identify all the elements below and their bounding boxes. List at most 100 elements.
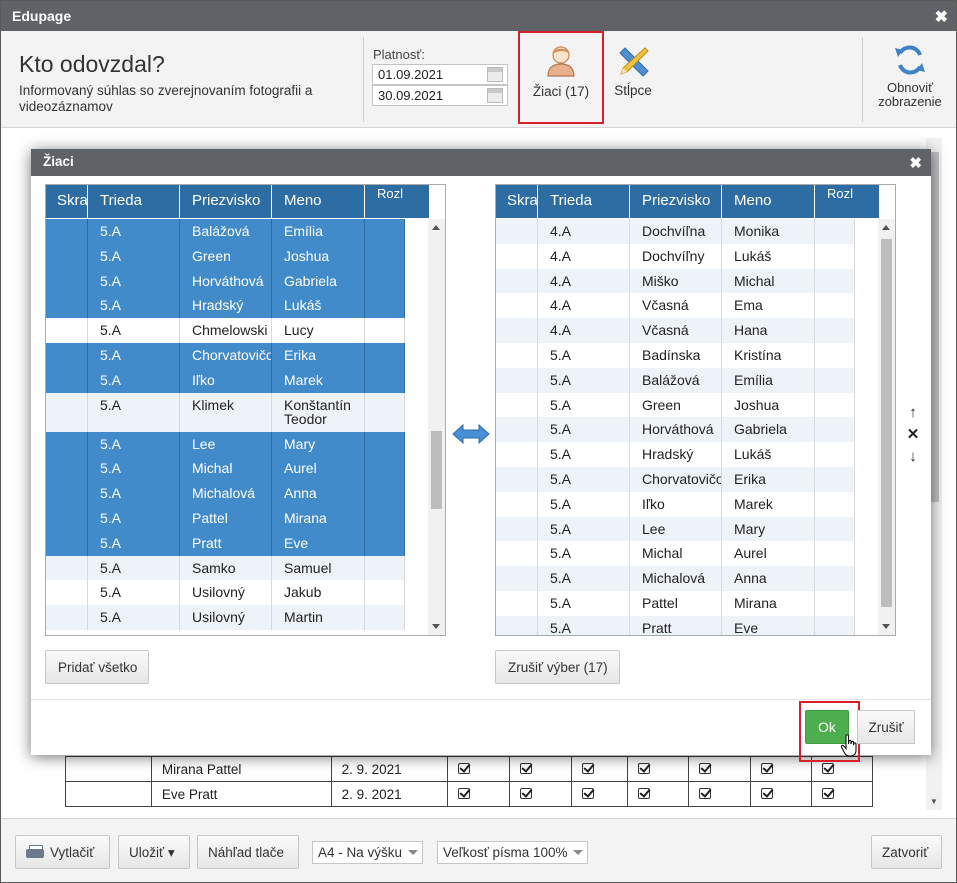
first-name-cell: Monika <box>722 219 815 244</box>
student-row[interactable]: 5.A Badínska Kristína <box>496 342 855 368</box>
student-row[interactable]: 4.A Včasná Ema <box>496 293 855 319</box>
column-header-display-name[interactable]: Rozl meno <box>827 186 855 201</box>
student-row[interactable]: 5.AChorvatovičováErika <box>496 466 855 492</box>
remove-icon[interactable]: ✕ <box>906 426 920 443</box>
display-name-cell <box>815 219 855 244</box>
student-row[interactable]: 5.A Chmelowski Lucy <box>46 318 405 343</box>
report-toolbar: Kto odovzdal? Informovaný súhlas so zver… <box>1 31 956 128</box>
student-row[interactable]: 5.AChorvatovičováErika <box>46 342 405 368</box>
student-row[interactable]: 5.A Usilovný Martin <box>46 605 405 630</box>
toolbar-divider <box>862 37 863 122</box>
scroll-down-icon[interactable] <box>882 624 890 629</box>
short-cell <box>46 268 88 294</box>
scroll-down-icon[interactable]: ▼ <box>930 797 938 806</box>
refresh-button[interactable]: Obnoviť zobrazenie <box>869 43 951 113</box>
short-cell <box>46 318 88 343</box>
surname-cell: Green <box>180 243 272 269</box>
ok-button[interactable]: Ok <box>805 710 849 744</box>
surname-cell: Lee <box>630 516 722 542</box>
column-header-name[interactable]: Meno <box>722 185 815 218</box>
student-row[interactable]: 5.A Pattel Mirana <box>46 505 405 531</box>
short-cell <box>46 481 88 506</box>
student-row[interactable]: 5.A Pattel Mirana <box>496 590 855 616</box>
scrollbar-thumb[interactable] <box>929 152 939 502</box>
swap-arrows-icon[interactable] <box>452 423 490 445</box>
window-titlebar: Edupage ✖ <box>1 1 956 31</box>
student-row[interactable]: 5.A Balážová Emília <box>46 219 405 244</box>
scroll-up-icon[interactable] <box>882 225 890 230</box>
class-cell: 5.A <box>88 367 180 393</box>
print-button[interactable]: Vytlačiť <box>15 835 110 869</box>
student-row[interactable]: 5.A Pratt Eve <box>496 615 855 635</box>
student-row[interactable]: 4.A Miško Michal <box>496 268 855 294</box>
student-row[interactable]: 4.A Včasná Hana <box>496 318 855 343</box>
close-button[interactable]: Zatvoriť <box>871 835 942 869</box>
clear-selection-button[interactable]: Zrušiť výber (17) <box>495 650 620 684</box>
calendar-icon[interactable] <box>487 67 503 82</box>
grid-scrollbar[interactable] <box>878 219 895 635</box>
printer-icon <box>26 845 44 859</box>
scrollbar-thumb[interactable] <box>881 239 892 607</box>
column-header-surname[interactable]: Priezvisko <box>180 185 272 218</box>
student-row[interactable]: 5.A Lee Mary <box>46 431 405 457</box>
grid-scrollbar[interactable] <box>428 219 445 635</box>
scrollbar-thumb[interactable] <box>431 431 442 509</box>
student-row[interactable]: 5.A Michal Aurel <box>46 456 405 482</box>
column-header-short[interactable]: Skra <box>46 185 88 218</box>
first-name-cell: Erika <box>722 466 815 492</box>
surname-cell: Včasná <box>630 318 722 343</box>
student-row[interactable]: 5.A Iľko Marek <box>46 367 405 393</box>
dialog-close-icon[interactable]: ✖ <box>909 155 922 172</box>
short-cell <box>496 566 538 591</box>
move-up-icon[interactable]: ↑ <box>909 404 917 421</box>
students-button[interactable]: Žiaci (17) <box>518 31 604 124</box>
report-table: Mirana Pattel 2. 9. 2021 Eve Pratt 2. 9.… <box>65 756 874 807</box>
checkbox-icon <box>821 787 834 799</box>
date-from-field[interactable]: 01.09.2021 <box>372 64 508 85</box>
add-all-button[interactable]: Pridať všetko <box>45 650 149 684</box>
save-button[interactable]: Uložiť ▾ <box>118 835 190 869</box>
window-close-icon[interactable]: ✖ <box>934 9 948 26</box>
student-row[interactable]: 5.A Iľko Marek <box>496 491 855 517</box>
student-row[interactable]: 4.A Dochvíľny Lukáš <box>496 243 855 269</box>
student-row[interactable]: 5.A Samko Samuel <box>46 555 405 581</box>
student-row[interactable]: 5.A Green Joshua <box>46 243 405 269</box>
calendar-icon[interactable] <box>487 88 503 103</box>
student-row[interactable]: 5.A Green Joshua <box>496 392 855 418</box>
column-header-name[interactable]: Meno <box>272 185 365 218</box>
font-size-select[interactable]: Veľkosť písma 100% <box>437 841 588 864</box>
grid-body: 4.A Dochvíľna Monika 4.A Dochvíľny Lukáš 4.A Mi… <box>496 219 855 635</box>
student-row[interactable]: 5.A Horváthová Gabriela <box>496 417 855 443</box>
student-row[interactable]: 5.A Michalová Anna <box>496 566 855 591</box>
student-row[interactable]: 5.A Balážová Emília <box>496 367 855 393</box>
short-cell <box>46 367 88 393</box>
surname-cell: Michalová <box>180 481 272 506</box>
student-row[interactable]: 5.A Hradský Lukáš <box>496 442 855 467</box>
column-header-surname[interactable]: Priezvisko <box>630 185 722 218</box>
scroll-up-icon[interactable] <box>432 225 440 230</box>
class-cell: 5.A <box>88 268 180 294</box>
student-row[interactable]: 5.A Horváthová Gabriela <box>46 268 405 294</box>
student-row[interactable]: 5.A Michalová Anna <box>46 481 405 506</box>
cancel-button[interactable]: Zrušiť <box>857 710 915 744</box>
move-down-icon[interactable]: ↓ <box>909 448 917 465</box>
column-header-class[interactable]: Trieda <box>88 185 180 218</box>
student-row[interactable]: 5.A Usilovný Jakub <box>46 580 405 606</box>
student-row[interactable]: 5.A Klimek Konštantín Teodor <box>46 392 405 432</box>
columns-button[interactable]: Stĺpce <box>609 43 657 113</box>
student-row[interactable]: 5.A Hradský Lukáš <box>46 293 405 319</box>
date-to-field[interactable]: 30.09.2021 <box>372 85 508 106</box>
student-row[interactable]: 5.A Lee Mary <box>496 516 855 542</box>
first-name-cell: Samuel <box>272 555 365 581</box>
scroll-down-icon[interactable] <box>432 624 440 629</box>
student-row[interactable]: 5.A Pratt Eve <box>46 530 405 556</box>
print-preview-button[interactable]: Náhľad tlače <box>197 835 299 869</box>
display-name-cell <box>365 293 405 319</box>
page-format-select[interactable]: A4 - Na výšku <box>312 841 423 864</box>
column-header-class[interactable]: Trieda <box>538 185 630 218</box>
display-name-cell <box>815 367 855 393</box>
student-row[interactable]: 4.A Dochvíľna Monika <box>496 219 855 244</box>
column-header-short[interactable]: Skra <box>496 185 538 218</box>
student-row[interactable]: 5.A Michal Aurel <box>496 541 855 567</box>
column-header-display-name[interactable]: Rozl meno <box>377 186 405 201</box>
